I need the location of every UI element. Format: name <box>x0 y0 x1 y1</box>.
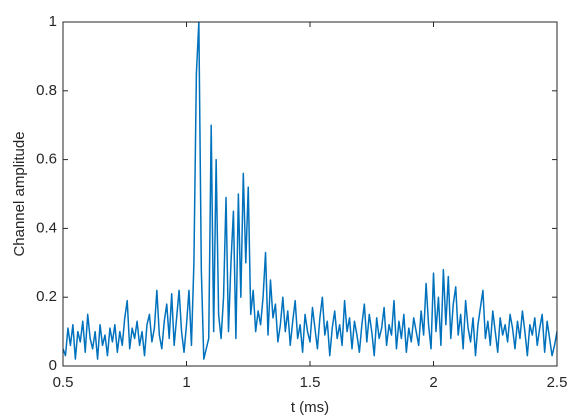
x-tick-label: 0.5 <box>53 374 74 391</box>
x-axis-label: t (ms) <box>291 399 329 416</box>
y-tick-label: 0.2 <box>36 288 57 305</box>
data-line <box>62 21 558 360</box>
y-tick-label: 1 <box>49 13 57 30</box>
x-tick-label: 1 <box>182 374 190 391</box>
axes-frame <box>62 21 558 367</box>
y-tick-label: 0.8 <box>36 82 57 99</box>
y-tick-label: 0.4 <box>36 219 57 236</box>
plot-area <box>63 22 557 366</box>
y-tick-label: 0 <box>49 357 57 374</box>
x-tick-label: 2.5 <box>547 374 568 391</box>
x-tick-label: 2 <box>429 374 437 391</box>
x-tick-label: 1.5 <box>300 374 321 391</box>
y-axis-label: Channel amplitude <box>11 131 28 256</box>
y-tick-label: 0.6 <box>36 151 57 168</box>
